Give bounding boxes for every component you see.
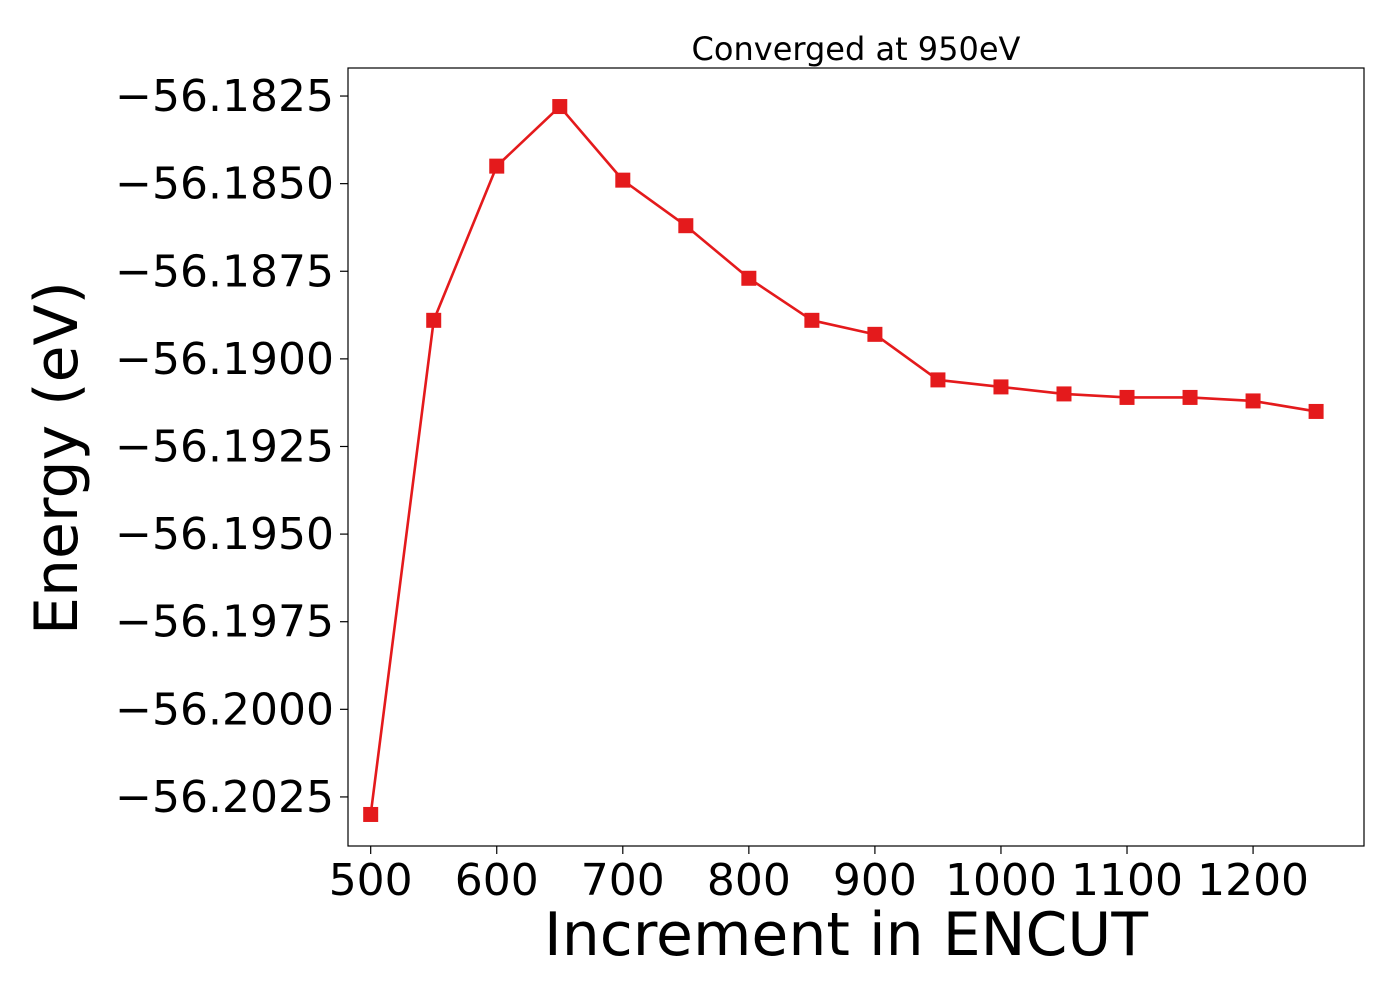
data-point-marker	[867, 326, 883, 342]
energy-series-line	[369, 105, 1317, 815]
data-point-marker	[1308, 403, 1324, 419]
data-point-marker	[552, 99, 568, 115]
plot-area-frame	[347, 67, 1365, 847]
y-tick-label: −56.1925	[115, 421, 334, 472]
data-point-marker	[930, 372, 946, 388]
x-tick-label: 1000	[945, 855, 1057, 906]
data-point-marker	[489, 158, 505, 174]
y-tick-label: −56.1900	[115, 334, 334, 385]
x-tick-label: 700	[581, 855, 665, 906]
x-tick-label: 600	[455, 855, 539, 906]
data-point-marker	[1056, 386, 1072, 402]
energy-series-markers	[363, 99, 1324, 822]
y-axis-label: Energy (eV)	[22, 281, 92, 635]
data-point-marker	[363, 806, 379, 822]
y-tick-label: −56.1825	[115, 71, 334, 122]
y-tick-label: −56.1975	[115, 597, 334, 648]
data-point-marker	[426, 312, 442, 328]
chart-title: Converged at 950eV	[692, 30, 1021, 68]
data-point-marker	[741, 270, 757, 286]
data-point-marker	[1245, 393, 1261, 409]
data-point-marker	[678, 218, 694, 234]
y-tick-label: −56.1850	[115, 159, 334, 210]
y-tick-label: −56.1950	[115, 509, 334, 560]
x-axis: 500 600 700 800 900 1000 1100 1200	[329, 846, 1309, 906]
x-tick-label: 1100	[1071, 855, 1183, 906]
y-tick-label: −56.2025	[115, 772, 334, 823]
x-tick-label: 500	[329, 855, 413, 906]
data-point-marker	[1182, 389, 1198, 405]
y-tick-label: −56.1875	[115, 246, 334, 297]
y-tick-label: −56.2000	[115, 684, 334, 735]
x-tick-label: 1200	[1197, 855, 1309, 906]
data-point-marker	[993, 379, 1009, 395]
data-point-marker	[615, 172, 631, 188]
y-axis: −56.1825 −56.1850 −56.1875 −56.1900 −56.1925…	[115, 71, 348, 823]
x-axis-label: Increment in ENCUT	[544, 900, 1148, 970]
data-point-marker	[804, 312, 820, 328]
x-tick-label: 900	[833, 855, 917, 906]
x-tick-label: 800	[707, 855, 791, 906]
data-point-marker	[1119, 389, 1135, 405]
